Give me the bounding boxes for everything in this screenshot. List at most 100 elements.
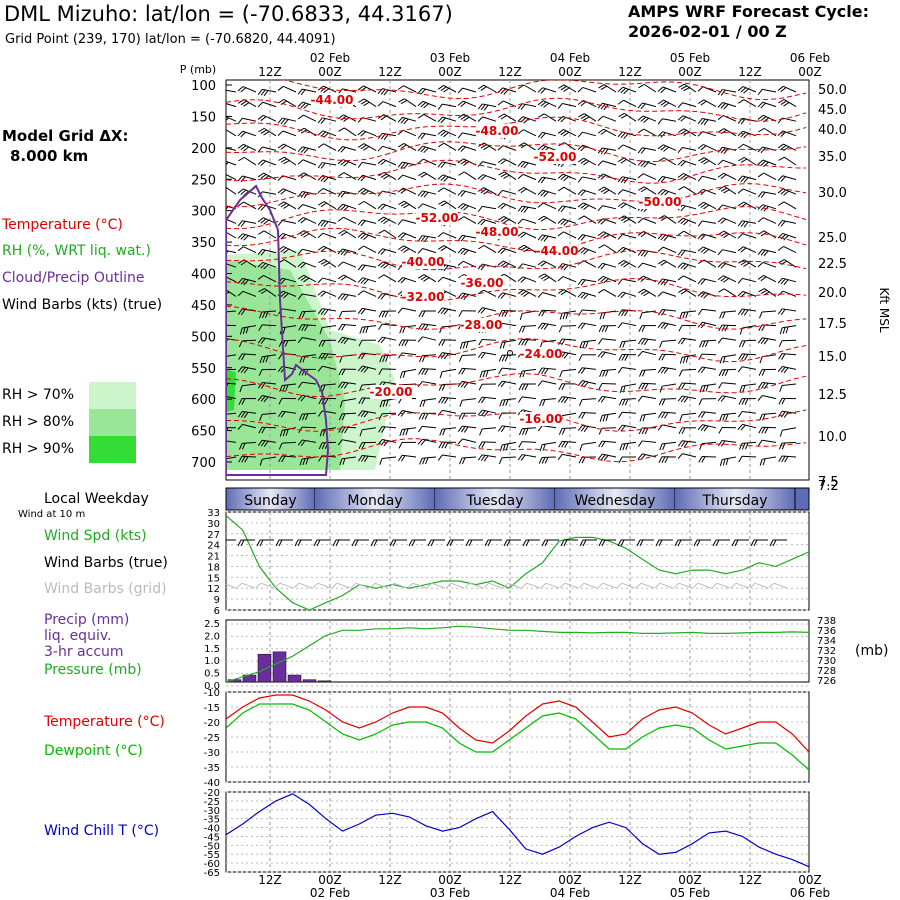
wind-barb-flag: [323, 309, 329, 316]
wind-barb-flag: [617, 539, 622, 547]
wind-barb-shaft: [481, 338, 497, 341]
wind-barb-flag: [578, 113, 585, 118]
wind-barb-flag: [458, 113, 465, 119]
wind-barb-shaft: [602, 338, 617, 341]
wind-barb-shaft: [662, 339, 677, 342]
wind-barb-flag: [539, 444, 543, 452]
wind-barb-flag: [304, 324, 309, 332]
wind-barb-flag: [617, 189, 624, 195]
wind-barb-shaft: [241, 441, 257, 444]
wind-barb: [537, 202, 557, 210]
wind-barb-shaft: [542, 380, 557, 385]
wind-barb-shaft: [382, 261, 397, 268]
wind-barb-flag: [643, 338, 649, 346]
wind-barb-shaft: [763, 172, 777, 181]
wind-barb-flag: [377, 114, 384, 119]
wind-barb-flag: [437, 116, 443, 123]
wind-barb-shaft: [226, 102, 237, 108]
wind-barb-shaft: [542, 339, 557, 343]
wind-barb-flag: [468, 539, 473, 547]
wind-barb-flag: [378, 426, 383, 433]
wind-barb: [617, 86, 637, 95]
wind-barb-flag: [240, 366, 246, 373]
wind-barb-flag: [641, 325, 646, 332]
wind-barb-flag: [661, 354, 666, 361]
wind-barb-flag: [440, 175, 447, 181]
wind-barb-flag: [323, 88, 330, 94]
wind-barb-flag: [338, 127, 345, 132]
wind-barb: [226, 89, 237, 93]
wind-barb-flag: [577, 202, 584, 208]
wind-barb: [658, 215, 677, 224]
wind-barb-flag: [703, 119, 709, 126]
wind-barb: [317, 232, 337, 239]
legend-rh: RH (%, WRT liq. wat.): [2, 243, 151, 259]
wind-barb-flag: [723, 277, 730, 283]
wind-barb-shaft: [622, 233, 637, 239]
wind-barb-flag: [283, 204, 290, 209]
wind-barb-flag: [617, 176, 623, 183]
wind-barb-flag: [602, 370, 606, 377]
wind-barb-flag: [757, 101, 764, 108]
wind-barb: [757, 337, 777, 345]
wind-barb-flag: [407, 582, 414, 589]
wind-barb: [738, 99, 757, 108]
wind-barb-flag: [222, 428, 225, 434]
wind-barb-flag: [720, 174, 727, 179]
wind-barb-shaft: [482, 396, 497, 400]
wind-barb-shaft: [302, 146, 317, 151]
wind-barb: [758, 426, 777, 434]
wind-barb-flag: [343, 161, 349, 167]
wind-barb-flag: [617, 424, 623, 431]
wind-barb-flag: [380, 249, 386, 255]
wind-barb: [768, 582, 788, 589]
wind-barb: [698, 456, 717, 463]
wind-barb-shaft: [382, 381, 397, 385]
wind-barb-flag: [724, 325, 729, 332]
wind-barb-flag: [260, 205, 266, 211]
wind-barb-flag: [563, 176, 569, 182]
wind-barb-flag: [637, 231, 644, 236]
wind-barb-flag: [240, 176, 246, 183]
wind-barb-shaft: [643, 173, 657, 181]
wind-barb: [577, 176, 597, 183]
wind-barb-flag: [777, 220, 783, 227]
wind-barb-flag: [237, 188, 244, 194]
wind-barb-flag: [337, 439, 343, 446]
wind-barb-flag: [780, 411, 786, 418]
wind-barb-flag: [277, 188, 284, 194]
wind-barb-flag: [623, 218, 630, 223]
wind-barb-flag: [600, 352, 606, 358]
wind-barb-shaft: [783, 143, 797, 151]
wind-barb-shaft: [431, 582, 446, 589]
wind-barb-shaft: [684, 83, 697, 93]
wind-barb-flag: [397, 232, 404, 238]
wind-barb: [597, 275, 617, 284]
wind-barb: [438, 396, 457, 404]
wind-barb-flag: [517, 173, 524, 180]
wind-barb-flag: [657, 233, 663, 240]
wind-barb-flag: [377, 336, 383, 343]
wind-barb-flag: [417, 145, 424, 152]
wind-barb-flag: [577, 291, 583, 298]
wind-barb-flag: [758, 382, 763, 389]
wind-barb-flag: [639, 312, 643, 320]
wind-barb-flag: [500, 204, 507, 210]
wind-barb-shaft: [442, 276, 457, 283]
wind-barb: [378, 412, 397, 420]
wind-barb-flag: [618, 411, 623, 419]
wind-barb-flag: [460, 146, 466, 152]
weekday-cell: [675, 488, 795, 510]
wind-barb: [418, 425, 437, 433]
wind-barb-shaft: [762, 412, 777, 415]
wind-barb-flag: [598, 539, 603, 547]
wind-barb-flag: [780, 100, 787, 105]
wind-barb: [238, 353, 257, 361]
wind-barb: [297, 439, 317, 447]
wind-barb: [478, 383, 497, 391]
windchill-tick-label: -30: [204, 806, 220, 817]
wind-barb-shaft: [241, 339, 257, 342]
wind-barb-flag: [718, 288, 725, 293]
wind-barb: [737, 233, 757, 239]
wind-barb-flag: [524, 428, 529, 435]
